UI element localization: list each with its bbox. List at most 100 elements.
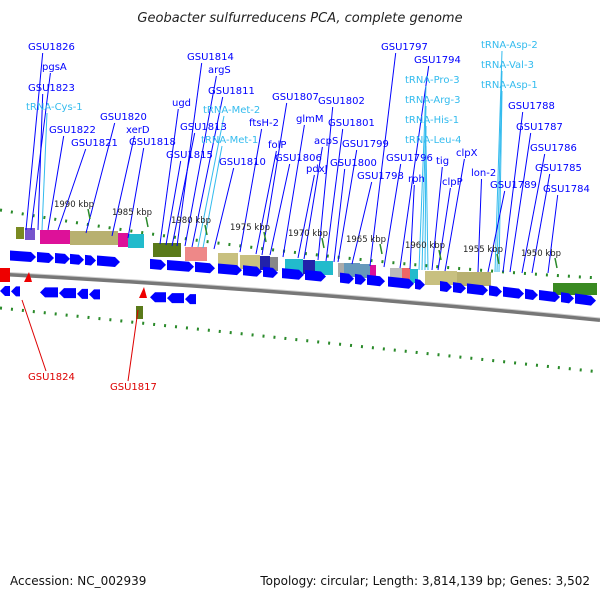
forward-gene-arrow [150,258,166,270]
forward-gene-arrow [503,286,524,299]
gene-label[interactable]: GSU1801 [328,118,375,129]
label-leader-line [317,106,334,261]
trna-label[interactable]: tRNA-Asp-2 [481,40,538,51]
gene-label[interactable]: GSU1806 [275,153,322,164]
tick-label: 1960 kbp [405,241,445,251]
gene-label[interactable]: glmM [296,114,324,125]
gene-label[interactable]: clpX [456,148,478,159]
tick-mark [204,224,208,236]
trna-label[interactable]: tRNA-Arg-3 [405,95,460,106]
reverse-gene-label[interactable]: GSU1817 [110,382,157,393]
reverse-feature-marker [24,272,32,282]
reverse-gene-label[interactable]: GSU1824 [28,372,75,383]
label-leader-line [487,190,506,273]
gene-label[interactable]: tig [436,156,449,167]
trna-label[interactable]: tRNA-Pro-3 [405,75,460,86]
tick-label: 1980 kbp [171,216,211,226]
gene-label[interactable]: pgsA [42,62,67,73]
label-leader-line [444,158,465,272]
gene-label[interactable]: GSU1811 [208,86,255,97]
label-leader-line [477,178,482,273]
trna-label[interactable]: tRNA-Leu-4 [405,135,461,146]
tick-mark [438,249,442,261]
gene-label[interactable]: GSU1818 [129,137,176,148]
gene-label[interactable]: GSU1799 [342,139,389,150]
gene-label[interactable]: GSU1826 [28,42,75,53]
gene-label[interactable]: GSU1814 [187,52,234,63]
gene-label[interactable]: GSU1786 [530,143,577,154]
gene-label[interactable]: GSU1815 [166,150,213,161]
gene-label[interactable]: GSU1785 [535,163,582,174]
gene-label[interactable]: GSU1794 [414,55,461,66]
label-leader-line [239,128,263,253]
label-leader-line [418,85,427,271]
forward-gene-arrow [440,280,452,293]
forward-gene-arrow [525,288,538,300]
label-leader-line [197,115,225,248]
tick-label: 1990 kbp [54,200,94,210]
label-leader-line [41,112,48,231]
label-leader-line [409,184,415,270]
gene-label[interactable]: GSU1787 [516,122,563,133]
reverse-gene-arrow [89,289,100,300]
forward-gene-arrow [55,253,70,264]
reverse-gene-arrow [40,287,58,298]
trna-label[interactable]: tRNA-Met-2 [203,105,260,116]
label-leader-line [509,132,532,273]
gene-label[interactable]: argS [208,65,231,76]
label-leader-line [351,181,373,265]
gene-label[interactable]: rph [408,174,425,185]
gene-label[interactable]: GSU1823 [28,83,75,94]
forward-gene-arrow [575,293,596,306]
gene-label[interactable]: lon-2 [471,168,496,179]
trna-label[interactable]: tRNA-Met-1 [201,135,258,146]
gene-label[interactable]: GSU1784 [543,184,590,195]
gene-label[interactable]: GSU1810 [219,157,266,168]
label-leader-line [127,147,145,239]
label-leader-line [547,194,559,274]
gene-label[interactable]: acpS [314,136,338,147]
label-leader-line [496,70,503,273]
gene-label[interactable]: GSU1807 [272,92,319,103]
gene-label[interactable]: pdxJ [306,164,328,175]
tick-label: 1970 kbp [288,229,328,239]
label-leader-line [399,65,430,269]
tick-layer: 1990 kbp 1985 kbp 1980 kbp 1975 kbp 1970 kbp… [54,200,561,269]
reverse-gene-arrow [150,292,166,303]
forward-gene-arrow [167,259,194,272]
label-leader-line [255,150,277,255]
gene-label[interactable]: GSU1821 [71,138,118,149]
gene-label[interactable]: clpP [442,177,463,188]
trna-label[interactable]: tRNA-His-1 [405,115,459,126]
label-leader-line [297,174,315,259]
label-leader-line [369,52,397,267]
label-leader-line [37,93,44,231]
gene-label[interactable]: xerD [126,125,150,136]
trna-label[interactable]: tRNA-Asp-1 [481,80,538,91]
trna-label[interactable]: tRNA-Cys-1 [26,102,83,113]
gene-label[interactable]: GSU1820 [100,112,147,123]
gene-label[interactable]: GSU1822 [49,125,96,136]
forward-gene-arrow [282,268,304,280]
label-leader-line [21,299,47,372]
gene-label[interactable]: folP [268,140,286,151]
label-layer: GSU1826 pgsA GSU1823 tRNA-Cys-1 GSU1822 GSU18… [21,40,590,393]
reverse-gene-arrow [77,288,88,299]
forward-gene-arrow [467,283,488,296]
forward-gene-arrow [539,290,560,303]
label-leader-line [57,148,87,231]
gene-label[interactable]: GSU1802 [318,96,365,107]
gene-label[interactable]: GSU1789 [490,180,537,191]
forward-gene-track [10,250,596,306]
gene-label[interactable]: GSU1813 [180,122,227,133]
gene-label[interactable]: GSU1797 [381,42,428,53]
label-leader-line [261,102,288,256]
gene-label[interactable]: ugd [172,98,191,109]
gene-label[interactable]: ftsH-2 [249,118,279,129]
trna-label[interactable]: tRNA-Val-3 [481,60,534,71]
gene-label[interactable]: GSU1788 [508,101,555,112]
tick-mark [145,216,149,228]
gene-label[interactable]: GSU1796 [386,153,433,164]
forward-gene-arrow [453,282,466,294]
gene-label[interactable]: GSU1800 [330,158,377,169]
